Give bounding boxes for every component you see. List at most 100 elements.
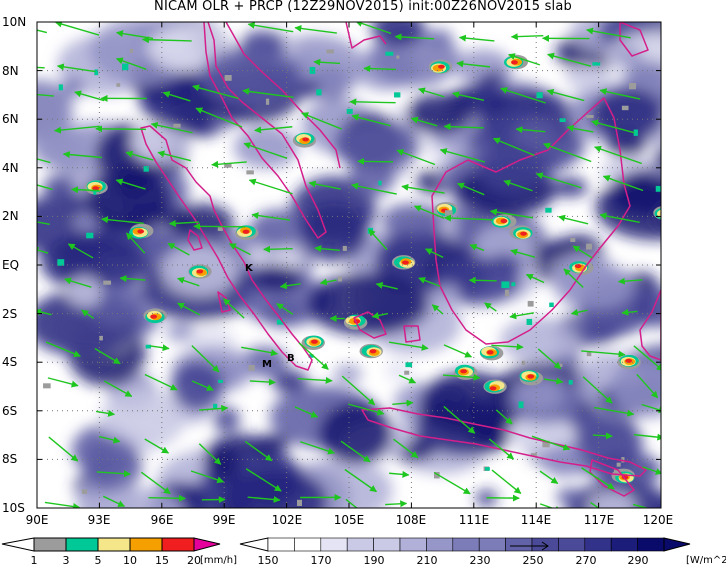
lon-label-93e: 93E	[87, 513, 111, 527]
coastline-bangka	[353, 311, 387, 339]
olr-cloud-patch	[475, 490, 498, 507]
lat-label-8n: 8N	[2, 64, 19, 78]
precip-cell	[402, 260, 409, 265]
precip-speck	[586, 351, 592, 357]
wind-arrow	[300, 441, 335, 455]
wind-arrow	[543, 377, 564, 385]
coastline-nias	[187, 229, 203, 251]
olr-tick-270: 270	[575, 554, 597, 567]
precip-cell	[489, 386, 497, 391]
wind-arrow	[167, 242, 190, 256]
wind-arrow	[492, 137, 535, 156]
wind-arrow	[542, 142, 592, 163]
wind-arrow	[177, 277, 200, 287]
wind-arrow	[195, 107, 243, 128]
wind-arrow	[192, 84, 239, 100]
precip-cell	[574, 263, 582, 269]
lat-label-2n: 2N	[2, 209, 19, 223]
wind-arrow	[96, 470, 131, 478]
wind-arrow	[64, 277, 92, 288]
wind-arrow	[456, 60, 491, 68]
wind-arrow	[491, 343, 524, 351]
olr-colorbar-cell	[426, 537, 454, 552]
wind-arrow	[95, 409, 116, 417]
wind-arrow	[150, 344, 170, 352]
wind-vectors	[37, 22, 661, 508]
prcp-colorbar-left-arrow	[1, 537, 35, 552]
wind-arrow	[211, 160, 247, 168]
precip-cell	[660, 213, 661, 216]
precip-speck	[297, 499, 303, 507]
wind-arrow	[247, 22, 294, 33]
wind-arrow	[563, 268, 584, 288]
olr-cloud-patch	[550, 177, 589, 197]
wind-arrow	[102, 495, 126, 508]
precip-speck	[511, 282, 516, 287]
wind-arrow	[375, 281, 398, 290]
precip-speck	[518, 401, 524, 409]
wind-arrow	[37, 66, 45, 69]
wind-arrow	[456, 182, 485, 196]
wind-arrow	[371, 312, 388, 319]
wind-arrow	[591, 119, 635, 134]
wind-arrow	[351, 113, 391, 127]
lat-label-2s: 2S	[2, 307, 18, 321]
wind-arrow	[168, 219, 200, 227]
wind-arrow	[47, 377, 79, 388]
olr-cloud-patch	[477, 143, 547, 194]
prcp-tick-1: 1	[30, 554, 38, 567]
wind-arrow	[443, 123, 484, 131]
precip-speck	[308, 354, 314, 358]
wind-arrow	[37, 29, 48, 34]
wind-arrow	[62, 151, 102, 159]
precip-speck	[385, 51, 394, 56]
wind-arrow	[389, 470, 410, 478]
olr-cloud-patch	[333, 365, 363, 383]
olr-tick-230: 230	[469, 554, 491, 567]
marker-m: M	[262, 359, 272, 370]
wind-arrow	[431, 304, 444, 315]
lon-label-105e: 105E	[333, 513, 365, 527]
precip-speck	[570, 238, 576, 242]
olr-cloud-patch	[405, 93, 473, 135]
coastline	[140, 22, 661, 497]
olr-cloud-patch	[43, 174, 77, 199]
precip-speck	[444, 210, 453, 216]
wind-arrow	[223, 298, 245, 319]
precip-speck	[613, 469, 620, 477]
precip-speck	[404, 370, 410, 375]
precip-speck	[326, 49, 334, 54]
wind-arrow	[525, 273, 545, 284]
precip-cell	[438, 64, 445, 69]
wind-arrow	[357, 157, 394, 165]
wind-arrow	[45, 341, 81, 358]
precip-speck	[81, 489, 88, 494]
wind-arrow	[319, 278, 337, 286]
wind-arrow	[385, 500, 408, 508]
wind-arrow	[177, 302, 201, 316]
wind-arrow	[297, 376, 333, 384]
lat-label-8s: 8S	[2, 452, 18, 466]
wind-arrow	[484, 302, 497, 312]
olr-cloud-patch	[657, 160, 661, 177]
wind-arrow	[198, 443, 222, 465]
lon-label-114e: 114E	[520, 513, 552, 527]
wind-arrow	[594, 406, 635, 417]
wind-arrow	[546, 88, 585, 102]
wind-arrow	[413, 205, 445, 219]
olr-colorbar-cell	[294, 537, 322, 552]
wind-arrow	[115, 178, 146, 190]
wind-arrow	[439, 148, 486, 163]
wind-arrow	[301, 112, 342, 130]
olr-cloud-patch	[655, 149, 661, 168]
olr-cloud-patch	[205, 447, 241, 483]
prcp-tick-5: 5	[94, 554, 102, 567]
wind-arrow	[401, 183, 445, 194]
olr-tick-250: 250	[522, 554, 544, 567]
wind-arrow	[581, 350, 626, 358]
wind-arrow	[515, 126, 546, 134]
olr-cloud-patch	[609, 357, 661, 418]
wind-arrow	[99, 435, 121, 444]
wind-arrow	[398, 374, 417, 384]
wind-arrow	[642, 466, 661, 475]
